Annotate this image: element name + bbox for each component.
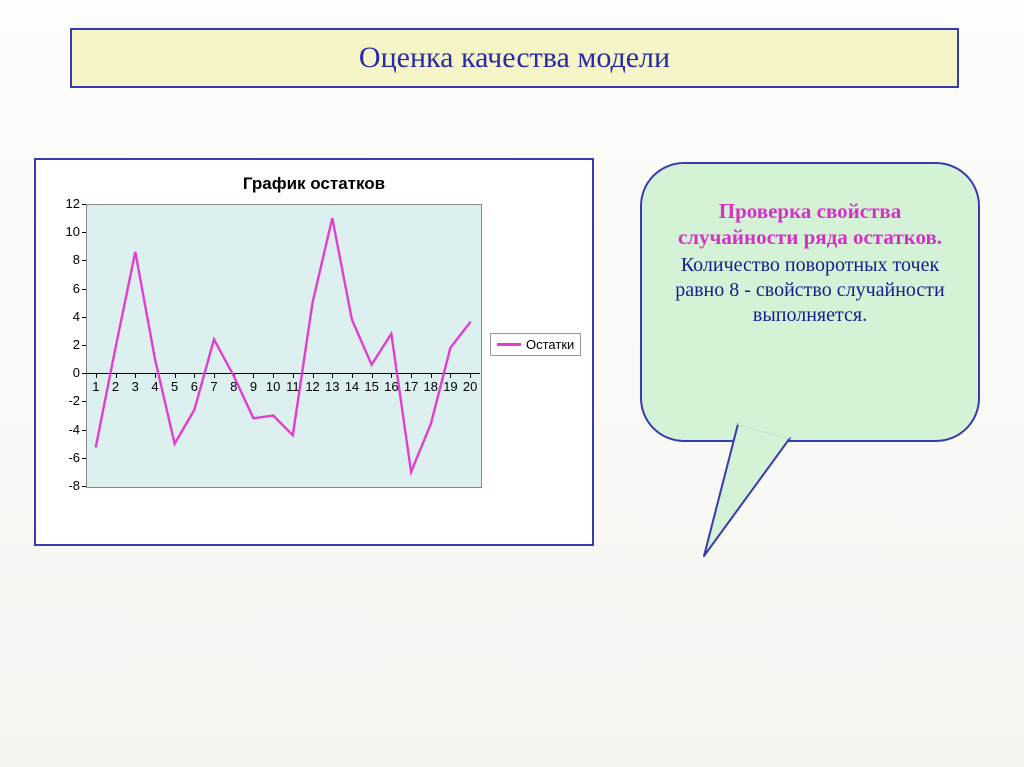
chart-body: 121086420-2-4-6-812345678910111213141516… bbox=[52, 204, 576, 514]
callout-bubble: Проверка свойства случайности ряда остат… bbox=[640, 162, 980, 442]
callout-tail bbox=[700, 420, 850, 570]
series-line bbox=[52, 204, 490, 496]
callout-title: Проверка свойства случайности ряда остат… bbox=[668, 198, 952, 251]
legend-swatch bbox=[497, 343, 521, 346]
callout-body: Количество поворотных точек равно 8 - св… bbox=[668, 253, 952, 328]
legend-label: Остатки bbox=[526, 337, 574, 352]
legend: Остатки bbox=[490, 333, 581, 356]
chart-panel: График остатков 121086420-2-4-6-81234567… bbox=[34, 158, 594, 546]
page-title: Оценка качества модели bbox=[359, 41, 670, 75]
chart-title: График остатков bbox=[36, 174, 592, 194]
title-banner: Оценка качества модели bbox=[70, 28, 959, 88]
